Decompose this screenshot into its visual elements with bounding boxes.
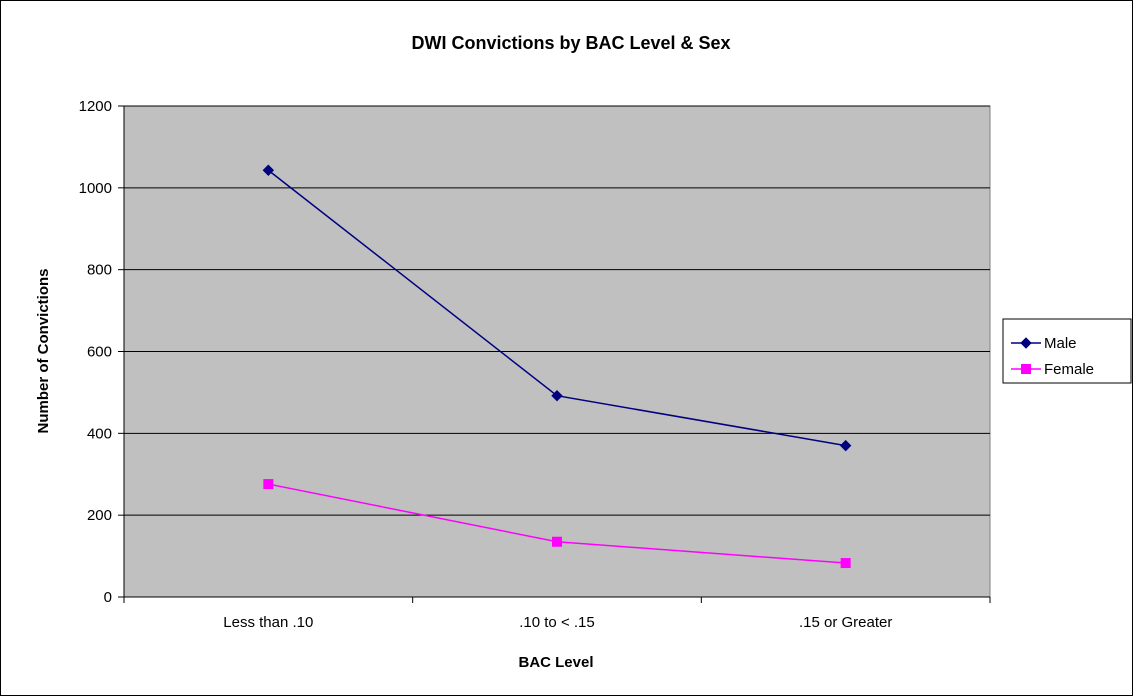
data-point-male [551, 389, 563, 402]
series-male [262, 164, 852, 452]
legend-swatch-marker [1020, 337, 1032, 349]
series-female [263, 479, 851, 569]
legend-swatch-marker [1021, 364, 1031, 374]
grid-lines [124, 105, 990, 516]
y-axis-ticks: 0 200 400 600 800 1000 1200 [79, 98, 124, 606]
y-tick-label: 0 [104, 589, 112, 606]
x-tick-label: .10 to < .15 [519, 614, 594, 631]
x-tick-label: .15 or Greater [799, 614, 892, 631]
series-layer [262, 164, 852, 569]
data-point-female [263, 479, 274, 490]
legend-items: Male Female [1011, 335, 1094, 378]
x-axis-ticks: Less than .10 .10 to < .15 .15 or Greater [123, 597, 991, 631]
x-axis-title: BAC Level [518, 654, 593, 671]
x-tick-label: Less than .10 [223, 614, 313, 631]
y-axis-title: Number of Convictions [35, 268, 52, 433]
y-tick-label: 200 [87, 507, 112, 524]
y-tick-label: 400 [87, 425, 112, 442]
data-point-male [262, 164, 275, 176]
data-point-female [840, 558, 851, 569]
data-point-male [839, 439, 852, 452]
legend-item-female: Female [1011, 361, 1094, 378]
y-tick-label: 1200 [79, 98, 112, 115]
y-tick-label: 600 [87, 344, 112, 361]
chart-title: DWI Convictions by BAC Level & Sex [411, 33, 730, 53]
legend-label: Male [1044, 335, 1077, 352]
y-tick-label: 1000 [79, 180, 112, 197]
legend-item-male: Male [1011, 335, 1077, 352]
legend: Male Female [1002, 318, 1132, 384]
data-point-female [552, 536, 562, 547]
y-tick-label: 800 [87, 262, 112, 279]
legend-label: Female [1044, 361, 1094, 378]
